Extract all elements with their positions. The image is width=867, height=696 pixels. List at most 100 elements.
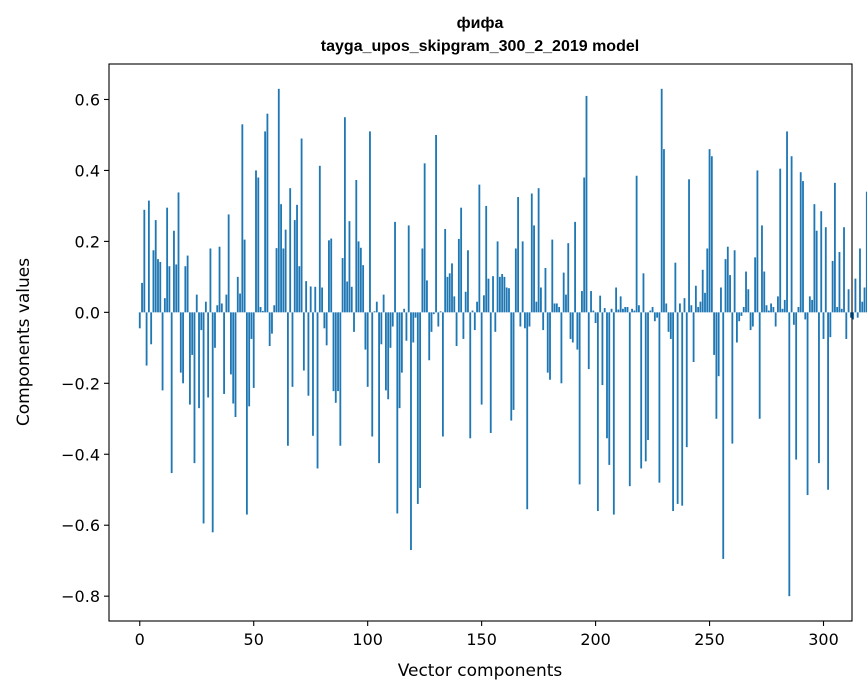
bar [820,211,823,313]
bar [747,289,750,313]
bar [822,312,825,339]
bar [706,248,709,313]
bar [464,291,467,313]
bar [610,308,613,313]
bar [209,248,212,313]
bar [480,312,483,405]
bar [426,280,428,313]
x-tick-label: 50 [244,630,264,649]
bar [380,312,383,345]
bar [378,312,380,464]
bar [808,296,811,313]
bar [353,312,355,332]
bar [555,303,558,313]
bar [284,229,287,313]
bar [305,281,308,313]
bar [852,312,855,320]
bar [289,188,292,313]
bar [667,312,670,332]
bar [339,312,342,446]
bar [763,271,766,313]
bar [514,248,517,313]
bar [430,312,433,332]
bar [565,294,567,313]
bar [533,225,535,313]
bar [524,312,526,329]
bar [416,312,419,504]
bar [478,184,481,313]
bar [252,312,255,388]
bar [612,312,615,515]
bar [587,312,590,370]
bar [521,241,524,313]
bar [225,294,228,313]
bar [373,311,376,313]
bar [423,163,426,313]
y-tick-label: 0.6 [75,90,100,109]
bar [175,264,178,313]
bar [273,305,276,313]
bar [348,221,351,313]
bar [505,287,508,313]
bar [432,312,435,315]
x-tick-label: 250 [694,630,725,649]
bar [642,273,645,313]
bar [690,305,693,313]
bar [501,274,504,313]
bar [243,239,246,313]
bar [312,312,314,436]
bar [553,303,556,313]
bar [859,248,861,313]
bar [574,221,576,313]
bar [398,312,401,409]
bar [239,293,241,313]
bar [624,307,627,313]
y-tick-label: −0.8 [61,587,100,606]
bar [236,276,239,313]
bar [189,312,191,405]
bar [786,131,788,313]
bar [179,312,182,373]
bar [255,170,257,313]
bar [637,305,640,313]
bar [419,312,422,488]
bar [797,307,800,313]
bar [845,312,848,339]
bar [663,149,665,313]
bar [391,312,394,327]
bar [145,312,148,366]
bar [765,305,768,313]
bar [410,312,412,551]
bar [350,286,353,313]
bar [683,298,686,313]
bar [567,243,570,313]
bar [628,312,631,487]
bar [546,312,549,373]
bar [854,278,857,313]
bar [439,311,442,313]
bar [865,191,867,313]
bar [836,307,839,313]
x-tick-label: 100 [352,630,383,649]
bar [421,248,424,313]
bar [316,312,319,469]
bar [724,259,727,313]
bar [585,95,588,313]
bar [193,312,196,464]
bar [250,312,253,339]
bar [592,310,595,313]
bar [631,308,633,313]
bar [653,312,656,322]
bar [644,312,647,462]
bar [519,312,522,327]
bar [241,124,244,313]
bar [476,301,478,313]
bar [198,312,200,409]
bar [234,312,237,417]
bar [745,271,747,313]
bar [599,295,602,313]
bar [722,312,725,559]
bar [767,310,770,313]
bar [551,239,554,313]
